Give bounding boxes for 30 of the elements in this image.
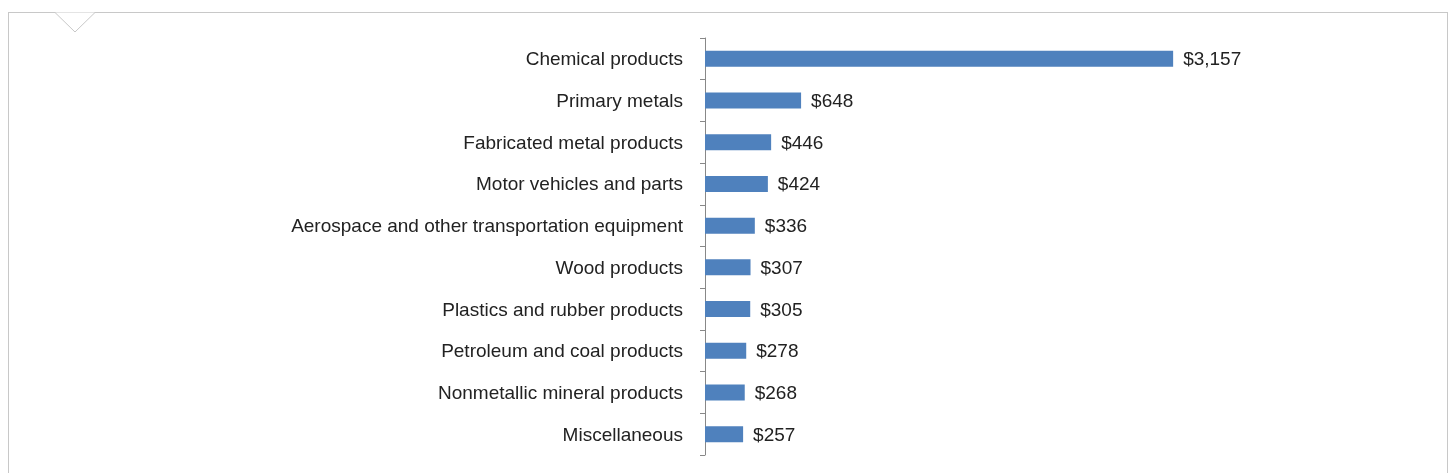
data-label: $268 [754, 381, 798, 403]
bar [705, 301, 751, 318]
bar [705, 259, 751, 276]
data-label: $446 [781, 131, 824, 153]
data-label: $307 [760, 256, 803, 278]
bar [705, 92, 802, 109]
bar [705, 384, 745, 401]
y-tick-label: Chemical products [525, 48, 683, 70]
data-label: $3,157 [1183, 48, 1242, 70]
bar [705, 426, 744, 443]
data-label: $278 [756, 340, 799, 362]
data-label: $648 [811, 90, 854, 112]
bar [705, 134, 772, 151]
data-label: $305 [760, 298, 803, 320]
y-tick-label: Fabricated metal products [463, 131, 683, 153]
y-tick-label: Wood products [555, 256, 683, 278]
y-tick-label: Motor vehicles and parts [476, 173, 683, 195]
y-tick-label: Miscellaneous [562, 423, 683, 445]
data-label: $424 [777, 173, 821, 195]
bar [705, 50, 1174, 67]
y-tick-label: Plastics and rubber products [442, 298, 683, 320]
y-tick-label: Petroleum and coal products [441, 340, 683, 362]
data-label: $336 [764, 215, 808, 237]
bar [705, 342, 747, 359]
y-tick-label: Nonmetallic mineral products [438, 381, 683, 403]
y-tick-label: Aerospace and other transportation equipment [291, 215, 684, 237]
bar [705, 175, 768, 192]
bar [705, 217, 755, 234]
data-label: $257 [753, 423, 796, 445]
y-tick-label: Primary metals [556, 90, 683, 112]
